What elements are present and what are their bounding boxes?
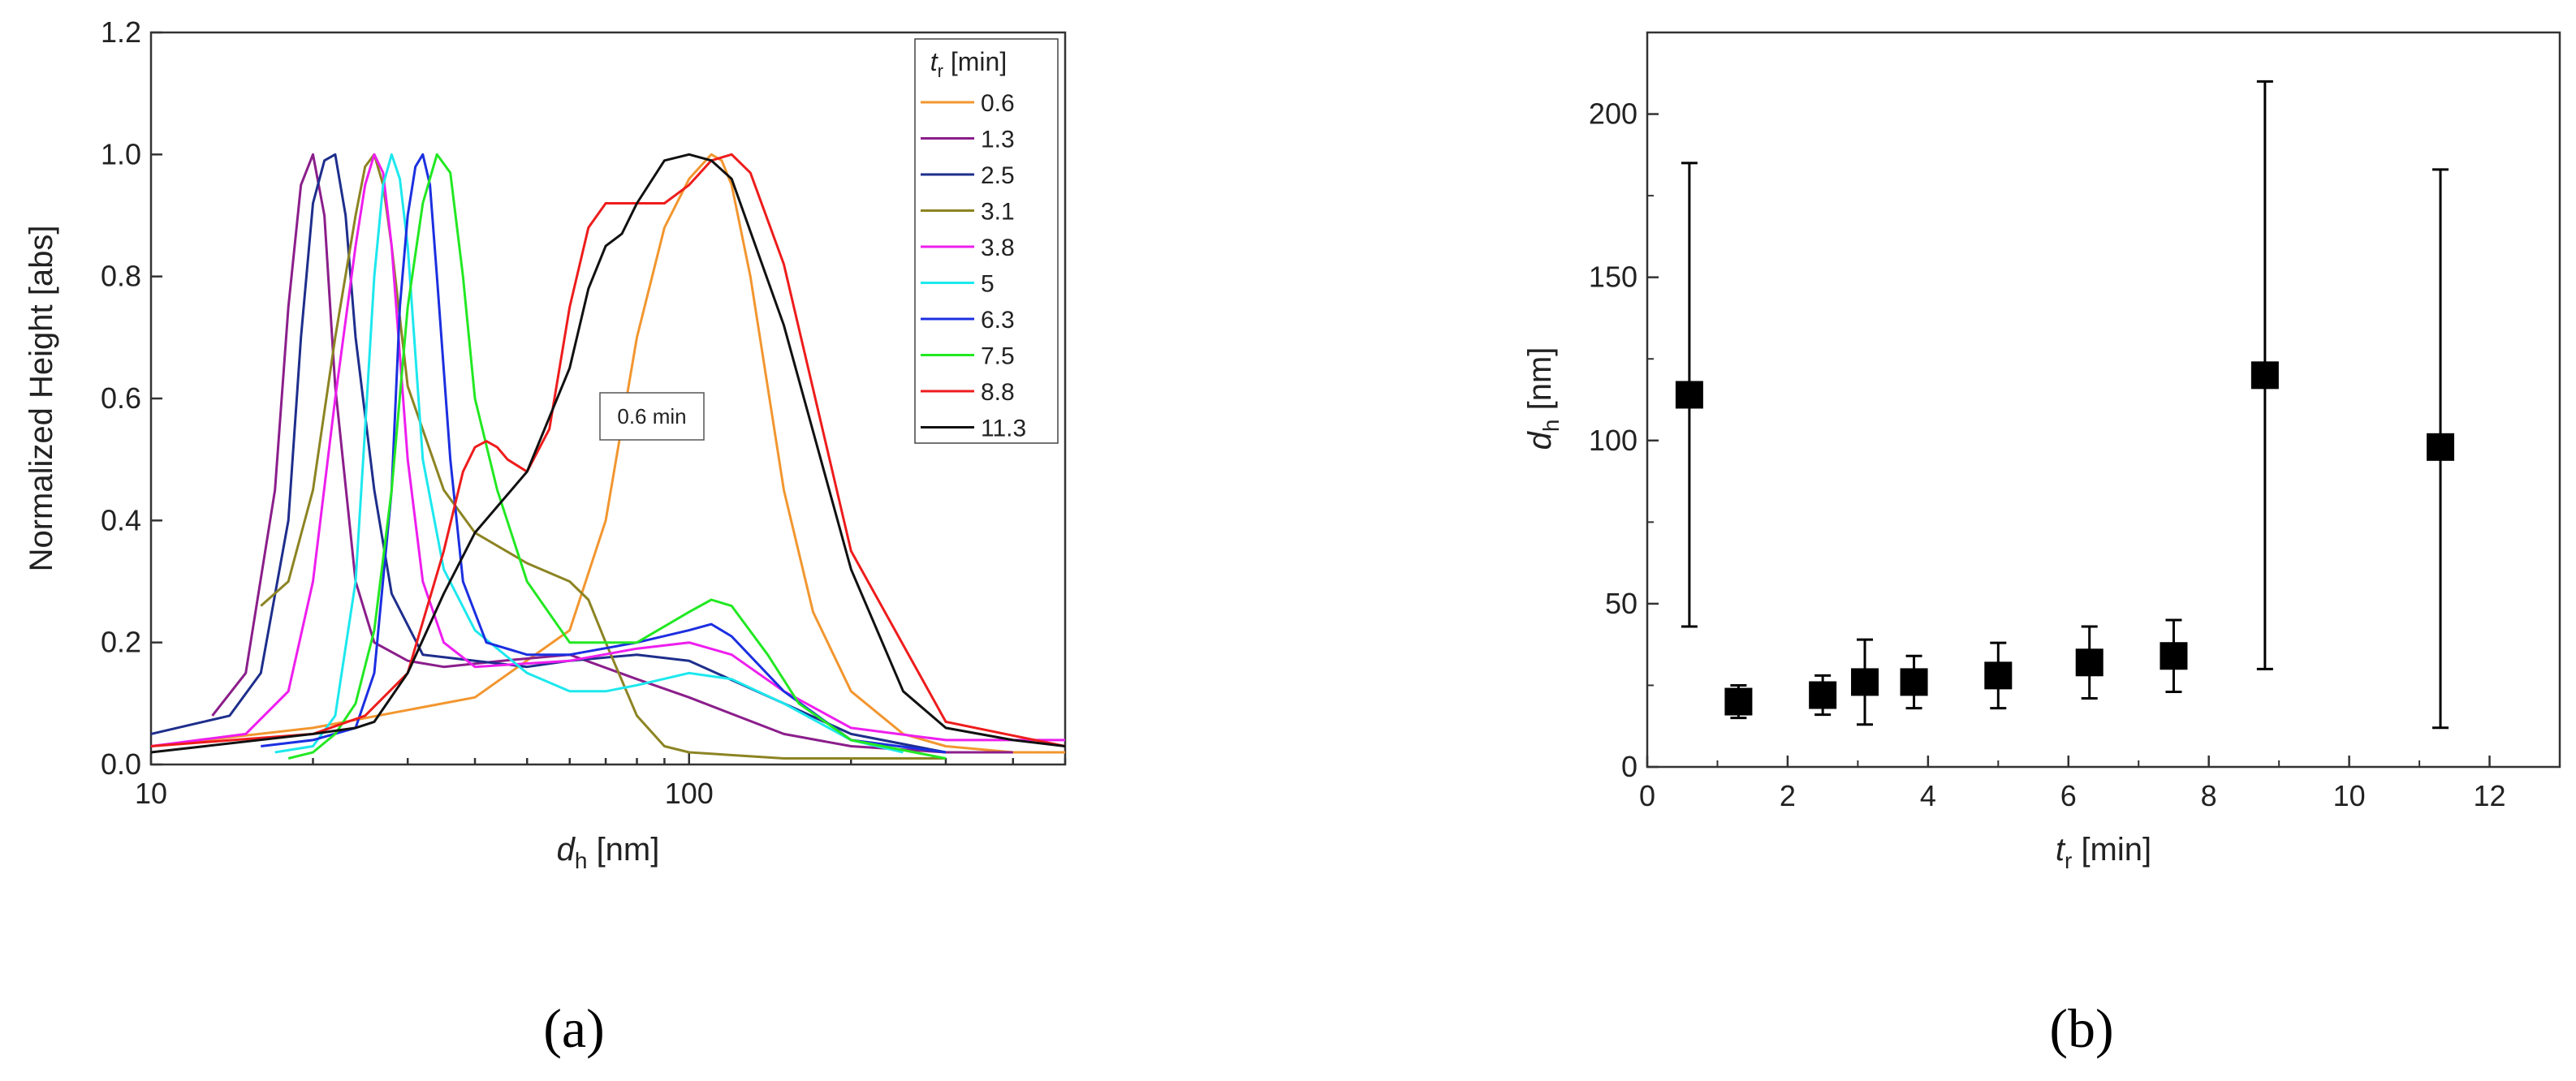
panel-b-x-tick-label: 8 bbox=[2201, 779, 2217, 812]
panel-b-scatter-chart: 0 50 100 150 200 0 2 4 6 8 10 12 dh [nm] tr [min] (… bbox=[1522, 31, 2561, 1059]
series-line-8.8 bbox=[150, 153, 1066, 747]
panel-a-y-tick-label: 0.2 bbox=[101, 626, 141, 659]
panel-a-x-label-unit: [nm] bbox=[587, 832, 659, 868]
data-point-marker bbox=[1851, 668, 1879, 696]
panel-a-legend-title-main: t bbox=[930, 47, 938, 76]
series-line-2.5 bbox=[150, 153, 947, 754]
panel-b-x-tick-label: 0 bbox=[1639, 779, 1655, 812]
series-line-3.1 bbox=[260, 153, 946, 760]
panel-b-label: (b) bbox=[2049, 997, 2113, 1059]
panel-a-y-tick-label: 1.2 bbox=[101, 15, 141, 49]
panel-a-curves bbox=[150, 153, 1066, 760]
panel-a-x-tick-label: 10 bbox=[135, 777, 167, 810]
panel-b-y-tick-label: 100 bbox=[1589, 424, 1638, 457]
panel-a-x-label-main: d bbox=[557, 832, 576, 868]
panel-a-legend-title-unit: [min] bbox=[943, 47, 1007, 76]
data-point-marker bbox=[1900, 668, 1928, 696]
panel-b-y-tick-label: 150 bbox=[1589, 261, 1638, 294]
legend-label-8.8: 8.8 bbox=[981, 379, 1015, 406]
data-point-marker bbox=[2427, 433, 2455, 461]
panel-b-y-label-main: d bbox=[1522, 430, 1558, 450]
series-line-5 bbox=[274, 153, 904, 754]
panel-b-x-label-main: t bbox=[2056, 832, 2066, 868]
panel-a-y-tick-label: 0.4 bbox=[101, 503, 141, 536]
series-line-1.3 bbox=[211, 153, 1013, 754]
panel-a-y-axis-label: Normalized Height [abs] bbox=[24, 226, 59, 572]
data-point-marker bbox=[2075, 648, 2104, 677]
legend-label-1.3: 1.3 bbox=[981, 127, 1015, 153]
panel-a-legend-title: tr [min] bbox=[930, 47, 1007, 81]
panel-b-points bbox=[1675, 80, 2455, 730]
data-point-marker bbox=[1724, 687, 1753, 716]
panel-b-plot-frame bbox=[1646, 31, 2561, 769]
panel-a-legend: tr [min] 0.6 1.3 2.5 3.1 3.8 5 6.3 7.5 8.8 11.3 bbox=[914, 38, 1059, 444]
panel-a-annotation: 0.6 min bbox=[599, 392, 705, 441]
legend-label-5: 5 bbox=[981, 271, 995, 298]
panel-a-y-tick-label: 0.0 bbox=[101, 747, 141, 781]
panel-a-annotation-box bbox=[599, 392, 705, 441]
panel-a-y-tick-label: 0.6 bbox=[101, 381, 141, 415]
panel-b-x-tick-label: 2 bbox=[1780, 779, 1796, 812]
series-line-7.5 bbox=[287, 153, 947, 760]
panel-b-x-tick-label: 12 bbox=[2474, 779, 2506, 812]
panel-b-x-tick-label: 10 bbox=[2333, 779, 2366, 812]
panel-b-x-tick-label: 6 bbox=[2060, 779, 2077, 812]
legend-label-6.3: 6.3 bbox=[981, 307, 1015, 334]
legend-label-3.1: 3.1 bbox=[981, 199, 1015, 226]
panel-b-x-tick-label: 4 bbox=[1920, 779, 1936, 812]
panel-b-x-label-sub: r bbox=[2065, 848, 2072, 873]
data-point-marker bbox=[1809, 681, 1837, 709]
legend-label-11.3: 11.3 bbox=[981, 416, 1026, 442]
panel-a-label: (a) bbox=[543, 997, 604, 1059]
panel-b-y-label-unit: [nm] bbox=[1522, 347, 1558, 420]
panel-a-x-tick-label: 100 bbox=[665, 777, 714, 810]
panel-a-legend-box bbox=[914, 38, 1059, 444]
legend-label-7.5: 7.5 bbox=[981, 343, 1015, 370]
series-line-3.8 bbox=[150, 153, 1065, 747]
panel-b-y-axis-label: dh [nm] bbox=[1522, 347, 1564, 450]
series-line-11.3 bbox=[150, 153, 1066, 754]
panel-b-x-label-unit: [min] bbox=[2072, 832, 2151, 868]
panel-a-line-chart: 0.0 0.2 0.4 0.6 0.8 1.0 1.2 10 100 Normalized He… bbox=[24, 15, 1067, 1059]
legend-label-2.5: 2.5 bbox=[981, 162, 1015, 189]
legend-label-3.8: 3.8 bbox=[981, 235, 1015, 261]
panel-b-y-tick-label: 0 bbox=[1621, 750, 1638, 783]
panel-b-axis-ticks: 0 50 100 150 200 0 2 4 6 8 10 12 bbox=[1589, 97, 2506, 812]
panel-b-y-tick-label: 50 bbox=[1605, 587, 1638, 620]
panel-a-legend-items: 0.6 1.3 2.5 3.1 3.8 5 6.3 7.5 8.8 11.3 bbox=[921, 90, 1026, 442]
legend-label-0.6: 0.6 bbox=[981, 90, 1015, 117]
data-point-marker bbox=[2250, 361, 2279, 390]
series-line-6.3 bbox=[261, 153, 947, 754]
data-point-marker bbox=[1984, 661, 2013, 690]
panel-a-annotation-text: 0.6 min bbox=[617, 404, 686, 429]
data-point-marker bbox=[1675, 381, 1703, 409]
panel-a-y-tick-label: 1.0 bbox=[101, 137, 141, 170]
panel-a-x-axis-label: dh [nm] bbox=[557, 832, 660, 873]
panel-b-y-tick-label: 200 bbox=[1589, 97, 1638, 131]
panel-b-y-label-sub: h bbox=[1538, 420, 1564, 433]
panel-a-x-label-sub: h bbox=[575, 848, 588, 873]
data-point-marker bbox=[2160, 642, 2188, 670]
panel-a-axis-ticks: 0.0 0.2 0.4 0.6 0.8 1.0 1.2 10 100 bbox=[101, 15, 1067, 810]
panel-a-y-tick-label: 0.8 bbox=[101, 260, 141, 293]
panel-a-legend-title-sub: r bbox=[938, 61, 943, 81]
panel-b-x-axis-label: tr [min] bbox=[2056, 832, 2151, 873]
